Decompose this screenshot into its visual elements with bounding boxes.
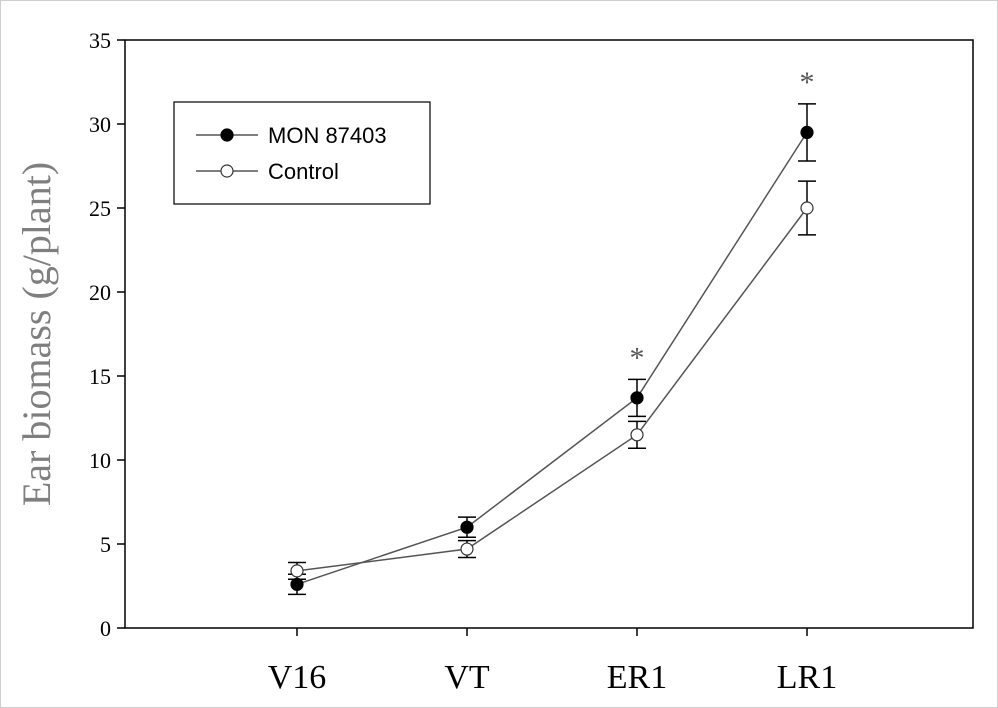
y-tick-label: 10 (89, 448, 111, 473)
plot-area (124, 39, 974, 629)
data-point-mon87403-er1 (630, 391, 644, 405)
legend-box (173, 101, 431, 205)
x-tick-label-v16: V16 (268, 659, 327, 696)
y-axis-ticks: 0 5 10 15 20 25 30 35 (89, 28, 125, 641)
series-layer (288, 103, 816, 596)
y-tick-label: 15 (89, 364, 111, 389)
annotation-layer: ** (630, 66, 815, 375)
x-tick-label-lr1: LR1 (777, 659, 837, 696)
legend: MON 87403 Control (173, 101, 431, 205)
legend-marker-mon87403 (220, 128, 234, 142)
data-point-control-vt (460, 542, 474, 556)
significance-star-lr1: * (800, 66, 815, 99)
series-mon87403 (288, 103, 816, 596)
y-tick-label: 5 (100, 532, 111, 557)
data-point-mon87403-vt (460, 520, 474, 534)
data-point-control-v16 (290, 564, 304, 578)
y-tick-label: 35 (89, 28, 111, 53)
y-axis-label: Ear biomass (g/plant) (14, 162, 59, 506)
x-tick-label-vt: VT (444, 659, 490, 696)
data-point-control-lr1 (800, 201, 814, 215)
y-tick-label: 30 (89, 112, 111, 137)
data-point-mon87403-lr1 (800, 125, 814, 139)
data-point-control-er1 (630, 428, 644, 442)
y-tick-label: 20 (89, 280, 111, 305)
data-point-mon87403-v16 (290, 577, 304, 591)
legend-label-control: Control (268, 159, 339, 184)
series-line-mon87403 (296, 131, 808, 586)
legend-label-mon87403: MON 87403 (268, 123, 387, 148)
x-axis-ticks: V16 VT ER1 LR1 (268, 628, 837, 696)
x-tick-label-er1: ER1 (607, 659, 667, 696)
significance-star-er1: * (630, 341, 645, 374)
y-tick-label: 25 (89, 196, 111, 221)
y-tick-label: 0 (100, 616, 111, 641)
series-line-control (296, 207, 808, 572)
series-control (288, 180, 816, 581)
legend-marker-control (220, 164, 234, 178)
